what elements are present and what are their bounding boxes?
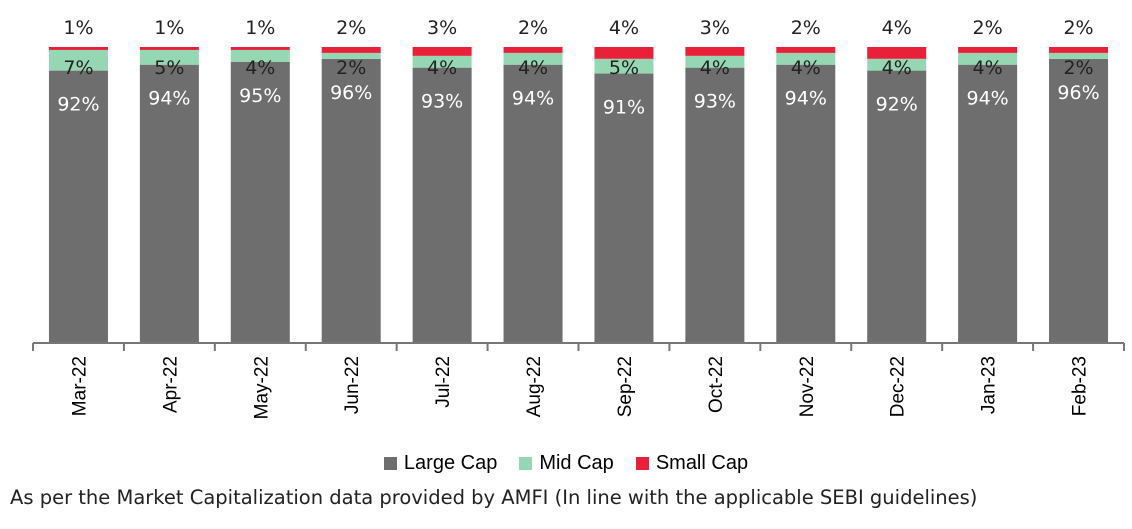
legend-swatch-mid-cap (519, 457, 533, 470)
bar-mid-cap (139, 49, 199, 65)
bar-large-cap (48, 70, 108, 342)
bar-small-cap (867, 47, 927, 59)
chart-legend: Large Cap Mid Cap Small Cap (0, 452, 1132, 475)
data-label-small-cap: 2% (518, 17, 548, 39)
data-label-large-cap: 91% (603, 97, 645, 119)
x-tick-label: Mar-22 (69, 356, 90, 416)
data-label-large-cap: 92% (876, 94, 918, 116)
legend-item-large-cap: Large Cap (383, 452, 498, 475)
data-label-small-cap: 3% (427, 17, 457, 39)
legend-item-small-cap: Small Cap (635, 452, 749, 475)
x-tick-label: Dec-22 (888, 356, 909, 417)
bar-small-cap (594, 47, 654, 59)
bar-mid-cap (958, 52, 1018, 65)
stacked-bar-chart: 92% 7% 1% Mar-22 94% 5% 1% Apr-22 95% 4% 1% May-22 9… (32, 17, 1125, 419)
x-tick-label: Feb-23 (1070, 356, 1091, 416)
bar-mid-cap (503, 52, 563, 65)
x-tick-label: Apr-22 (160, 356, 181, 413)
bar-mid-cap (412, 55, 472, 68)
data-label-large-cap: 94% (512, 88, 554, 110)
data-label-small-cap: 4% (609, 17, 639, 39)
bar-large-cap (503, 64, 563, 342)
legend-swatch-large-cap (383, 457, 397, 470)
bar-small-cap (321, 47, 381, 53)
bar-large-cap (139, 64, 199, 342)
bar-large-cap (867, 70, 927, 342)
x-tick-label: Aug-22 (524, 356, 545, 417)
data-label-mid-cap: 4% (882, 57, 912, 79)
x-tick-label: May-22 (251, 356, 272, 419)
data-label-large-cap: 95% (239, 85, 281, 107)
bar-large-cap (230, 61, 290, 342)
bar-small-cap (685, 47, 745, 56)
data-label-mid-cap: 7% (63, 57, 93, 79)
x-tick-label: Jan-23 (979, 356, 1000, 414)
bar-mid-cap (1049, 52, 1109, 59)
data-label-mid-cap: 2% (336, 57, 366, 79)
bar-large-cap (958, 64, 1018, 342)
data-label-mid-cap: 4% (700, 57, 730, 79)
legend-label-mid-cap: Mid Cap (539, 452, 614, 474)
data-label-mid-cap: 4% (427, 57, 457, 79)
bar-large-cap (321, 58, 381, 343)
bar-mid-cap (685, 55, 745, 68)
bar-small-cap (230, 47, 290, 50)
bar-small-cap (776, 47, 836, 53)
data-label-mid-cap: 2% (1063, 57, 1093, 79)
data-label-large-cap: 94% (148, 88, 190, 110)
bar-large-cap (1049, 58, 1109, 343)
data-label-mid-cap: 4% (518, 57, 548, 79)
bar-mid-cap (776, 52, 836, 65)
data-label-large-cap: 93% (421, 91, 463, 113)
bar-mid-cap (230, 49, 290, 62)
bar-mid-cap (594, 58, 654, 74)
data-label-small-cap: 2% (1063, 17, 1093, 39)
bar-mid-cap (867, 58, 927, 71)
data-label-small-cap: 2% (336, 17, 366, 39)
x-tick-label: Sep-22 (615, 356, 636, 417)
bar-large-cap (685, 67, 745, 343)
x-tick-label: Oct-22 (706, 356, 727, 413)
data-label-small-cap: 2% (791, 17, 821, 39)
data-label-small-cap: 4% (882, 17, 912, 39)
bar-small-cap (139, 47, 199, 50)
x-tick-label: Jul-22 (433, 356, 454, 408)
x-tick-label: Nov-22 (797, 356, 818, 417)
data-label-small-cap: 1% (245, 17, 275, 39)
bar-mid-cap (48, 49, 108, 71)
bar-large-cap (594, 73, 654, 343)
data-label-large-cap: 96% (1057, 82, 1099, 104)
legend-label-small-cap: Small Cap (655, 452, 749, 474)
x-tick-label: Jun-22 (342, 356, 363, 414)
data-label-small-cap: 1% (63, 17, 93, 39)
bar-small-cap (412, 47, 472, 56)
data-label-small-cap: 2% (973, 17, 1003, 39)
legend-label-large-cap: Large Cap (403, 452, 498, 474)
bar-small-cap (503, 47, 563, 53)
data-label-mid-cap: 4% (245, 57, 275, 79)
footnote: As per the Market Capitalization data pr… (10, 486, 978, 509)
data-label-large-cap: 94% (785, 88, 827, 110)
data-label-large-cap: 93% (694, 91, 736, 113)
bar-small-cap (958, 47, 1018, 53)
data-label-small-cap: 1% (154, 17, 184, 39)
data-label-mid-cap: 5% (609, 57, 639, 79)
legend-swatch-small-cap (635, 457, 649, 470)
bar-large-cap (776, 64, 836, 342)
bar-large-cap (412, 67, 472, 343)
data-label-mid-cap: 4% (973, 57, 1003, 79)
data-label-mid-cap: 5% (154, 57, 184, 79)
data-label-mid-cap: 4% (791, 57, 821, 79)
bar-mid-cap (321, 52, 381, 59)
bar-small-cap (48, 47, 108, 50)
data-label-large-cap: 92% (57, 94, 99, 116)
data-label-large-cap: 94% (967, 88, 1009, 110)
data-label-small-cap: 3% (700, 17, 730, 39)
bar-small-cap (1049, 47, 1109, 53)
data-label-large-cap: 96% (330, 82, 372, 104)
legend-item-mid-cap: Mid Cap (519, 452, 614, 475)
